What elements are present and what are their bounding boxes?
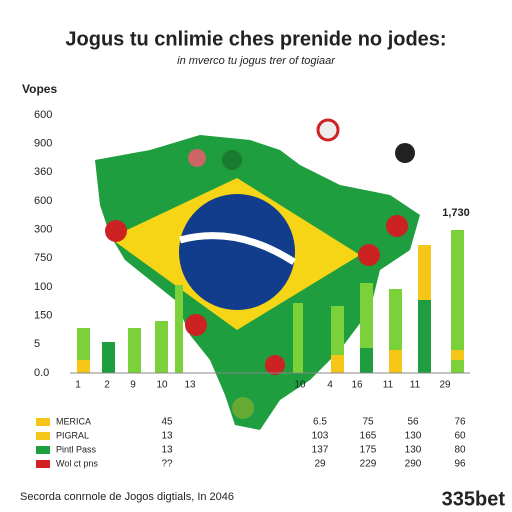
row-label: MERICA (56, 416, 91, 426)
y-label: 5 (34, 338, 40, 350)
cell: 137 (312, 445, 329, 456)
badge (222, 150, 242, 170)
y-label: 150 (34, 310, 52, 322)
footer-note: Secorda conrnole de Jogos digtials, In 2… (20, 491, 234, 503)
cell: 165 (360, 431, 377, 442)
row-label: PIGRAL (56, 430, 89, 440)
cell: 130 (405, 431, 422, 442)
x-label: 2 (104, 380, 110, 391)
bar (128, 328, 141, 373)
cell: 56 (407, 417, 419, 428)
bar (155, 321, 168, 373)
legend-swatch (36, 460, 50, 468)
row-label: Pintl Pass (56, 444, 97, 454)
cell: 96 (454, 459, 466, 470)
cell: 76 (454, 417, 466, 428)
y-label: 100 (34, 281, 52, 293)
legend-swatch (36, 432, 50, 440)
cell: 103 (312, 431, 329, 442)
legend-swatch (36, 418, 50, 426)
badge (358, 244, 380, 266)
bar (77, 360, 90, 373)
x-label: 16 (351, 380, 363, 391)
badge (395, 143, 415, 163)
y-axis-title: Vopes (22, 82, 57, 96)
flag-band (179, 232, 296, 265)
cell: 45 (161, 417, 173, 428)
y-label: 750 (34, 252, 52, 264)
cell: 75 (362, 417, 374, 428)
cell: 290 (405, 459, 422, 470)
y-label: 360 (34, 166, 52, 178)
ball (316, 118, 340, 142)
brand: 335bet (442, 488, 506, 510)
bar (293, 303, 303, 373)
y-label: 900 (34, 138, 52, 150)
x-label: 11 (410, 380, 421, 391)
bar (331, 355, 344, 373)
cell: 13 (161, 431, 173, 442)
flag-globe (179, 194, 295, 310)
badge (105, 220, 127, 242)
y-label: 0.0 (34, 367, 49, 379)
annotation: 1,730 (442, 207, 470, 219)
bar (418, 300, 431, 373)
badge (232, 397, 254, 419)
x-label: 13 (184, 380, 196, 391)
title: Jogus tu cnlimie ches prenide no jodes: (65, 28, 446, 50)
bar (389, 350, 402, 373)
cell: 60 (454, 431, 466, 442)
y-label: 300 (34, 224, 52, 236)
bar (175, 285, 183, 373)
badge (265, 355, 285, 375)
badge (185, 314, 207, 336)
x-label: 10 (156, 380, 168, 391)
bar (102, 342, 115, 373)
bar (451, 350, 464, 360)
x-label: 29 (439, 380, 451, 391)
bar (360, 348, 373, 373)
cell: 175 (360, 445, 377, 456)
cell: 130 (405, 445, 422, 456)
legend-swatch (36, 446, 50, 454)
x-label: 9 (130, 380, 136, 391)
badge (386, 215, 408, 237)
cell: ?? (161, 459, 173, 470)
bar (451, 230, 464, 373)
cell: 80 (454, 445, 466, 456)
badge (188, 149, 206, 167)
x-label: 11 (383, 380, 394, 391)
map (95, 118, 420, 430)
x-label: 4 (327, 380, 333, 391)
cell: 229 (360, 459, 377, 470)
x-label: 1 (75, 380, 81, 391)
subtitle: in mverco tu jogus trer of togiaar (177, 55, 336, 67)
bars (77, 230, 464, 373)
y-label: 600 (34, 195, 52, 207)
row-label: Wol ct pns (56, 458, 98, 468)
cell: 29 (314, 459, 326, 470)
cell: 6.5 (313, 417, 327, 428)
x-label: 10 (294, 380, 306, 391)
cell: 13 (161, 445, 173, 456)
y-label: 600 (34, 109, 52, 121)
